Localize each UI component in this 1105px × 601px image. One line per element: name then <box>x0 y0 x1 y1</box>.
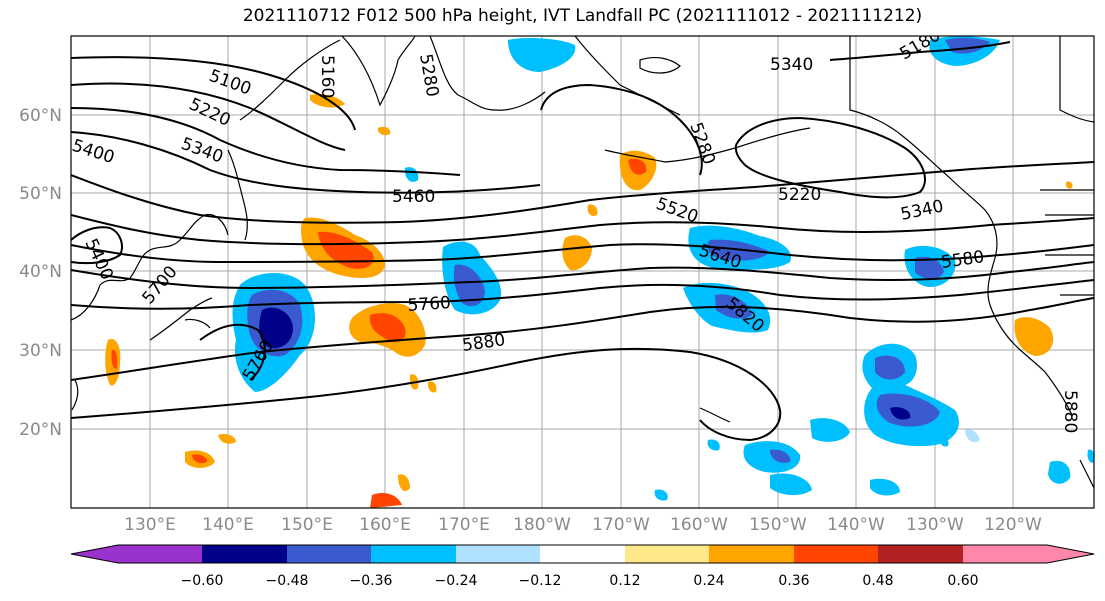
contour-label-5340-ne: 5340 <box>770 55 813 75</box>
lon-label: 160°E <box>359 515 411 535</box>
colorbar-bin <box>878 545 963 563</box>
colorbar-tick: −0.12 <box>519 573 562 589</box>
lon-label: 170°E <box>438 515 490 535</box>
colorbar-tick: 0.48 <box>862 573 893 589</box>
graticule <box>71 36 1094 508</box>
colorbar-extend-max <box>1047 545 1094 563</box>
colorbar-tick: 0.60 <box>947 573 978 589</box>
contour-label-5460: 5460 <box>392 187 435 207</box>
lon-label: 160°W <box>670 515 728 535</box>
lon-label: 130°W <box>906 515 964 535</box>
lon-label: 150°W <box>749 515 807 535</box>
colorbar-bin <box>118 545 202 563</box>
lon-label: 120°W <box>984 515 1042 535</box>
colorbar-ticks: −0.60 −0.48 −0.36 −0.24 −0.12 0.12 0.24 … <box>181 573 979 589</box>
contour-label-5160: 5160 <box>317 55 337 98</box>
colorbar-bin <box>794 545 878 563</box>
colorbar-bin <box>540 545 625 563</box>
map-border <box>70 35 1095 509</box>
lon-label: 140°E <box>202 515 254 535</box>
lon-label: 150°E <box>281 515 333 535</box>
contour-label-5220-e: 5220 <box>778 185 821 205</box>
ivt-shading <box>105 36 1094 508</box>
lat-label: 30°N <box>19 341 62 361</box>
colorbar-swatches <box>70 544 1095 564</box>
colorbar-bin <box>625 545 709 563</box>
lat-label: 50°N <box>19 184 62 204</box>
lon-label: 170°W <box>592 515 650 535</box>
colorbar-bin <box>456 545 540 563</box>
lon-label: 130°E <box>124 515 176 535</box>
map-title: 2021110712 F012 500 hPa height, IVT Land… <box>242 6 923 26</box>
height-contours <box>71 41 1094 442</box>
colorbar-bin <box>963 545 1047 563</box>
colorbar-bin <box>709 545 794 563</box>
colorbar-bin <box>371 545 456 563</box>
lat-label: 60°N <box>19 106 62 126</box>
lon-label: 180°W <box>513 515 571 535</box>
colorbar-outline <box>70 544 1095 564</box>
colorbar-extend-min <box>71 545 118 563</box>
latitude-labels: 60°N 50°N 40°N 30°N 20°N <box>19 106 62 440</box>
colorbar-bin <box>202 545 287 563</box>
colorbar: −0.60 −0.48 −0.36 −0.24 −0.12 0.12 0.24 … <box>70 544 1095 589</box>
contour-label-5760: 5760 <box>407 293 452 316</box>
lat-label: 20°N <box>19 420 62 440</box>
lat-label: 40°N <box>19 262 62 282</box>
longitude-labels: 130°E 140°E 150°E 160°E 170°E 180°W 170°… <box>124 515 1042 535</box>
colorbar-bin <box>287 545 371 563</box>
lon-label: 140°W <box>827 515 885 535</box>
colorbar-tick: −0.36 <box>350 573 393 589</box>
colorbar-tick: −0.24 <box>435 573 478 589</box>
colorbar-tick: −0.48 <box>266 573 309 589</box>
contour-label-5880-e: 5880 <box>1060 390 1080 433</box>
colorbar-tick: 0.12 <box>609 573 640 589</box>
colorbar-tick: 0.24 <box>693 573 724 589</box>
colorbar-tick: 0.36 <box>778 573 809 589</box>
colorbar-tick: −0.60 <box>181 573 224 589</box>
